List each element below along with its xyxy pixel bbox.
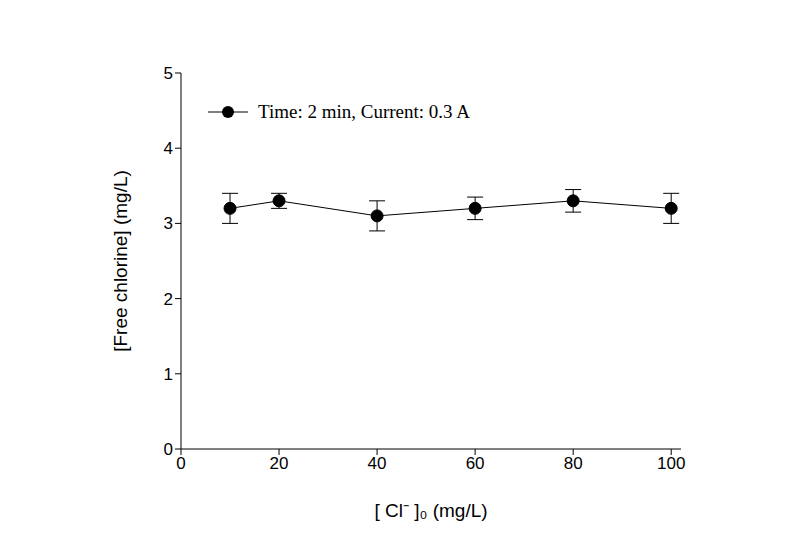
svg-text:[Free chlorine] (mg/L): [Free chlorine] (mg/L) [110,170,131,352]
svg-text:20: 20 [270,454,289,473]
svg-text:40: 40 [368,454,387,473]
svg-text:100: 100 [657,454,685,473]
svg-text:0: 0 [164,440,173,459]
svg-text:5: 5 [164,64,173,83]
svg-text:3: 3 [164,214,173,233]
svg-text:80: 80 [564,454,583,473]
svg-text:4: 4 [164,139,173,158]
svg-text:60: 60 [466,454,485,473]
svg-text:2: 2 [164,290,173,309]
svg-text:[ Cl⁻ ]₀ (mg/L): [ Cl⁻ ]₀ (mg/L) [374,500,487,521]
svg-text:0: 0 [176,454,185,473]
html-text:Time: 2 min, Current: 0.3 A: Time: 2 min, Current: 0.3 A [258,101,470,122]
svg-text:1: 1 [164,365,173,384]
